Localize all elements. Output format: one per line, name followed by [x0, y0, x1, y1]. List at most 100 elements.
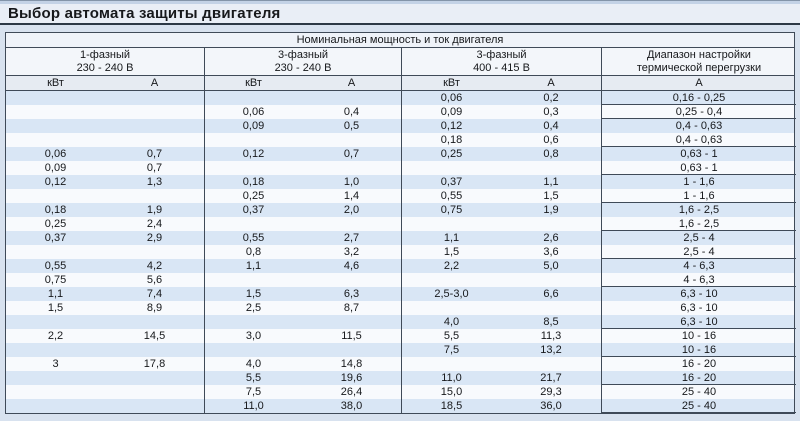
value-cell: 0,55 — [401, 189, 501, 203]
value-cell: 8,7 — [343, 302, 360, 314]
value-cell: 8,5 — [543, 316, 559, 328]
value-cell — [105, 371, 204, 385]
value-cell: 0,25 — [44, 218, 67, 230]
value-cell: 1,4 — [343, 190, 360, 202]
value-cell: 0,37 — [204, 203, 302, 217]
value-cell: 1,9 — [146, 204, 163, 216]
value-cell: 29,3 — [540, 386, 562, 398]
subheader-cell: кВт — [204, 76, 302, 90]
table-row: 4,0 8,5 6,3 - 10 — [6, 315, 794, 329]
value-cell: 0,25 — [401, 147, 501, 161]
group-header-line1: 1-фазный — [80, 49, 130, 61]
table-row: 11,0 38,0 18,5 36,0 25 - 40 — [6, 399, 794, 413]
value-cell: 0,55 — [204, 231, 302, 245]
value-cell — [501, 273, 601, 287]
value-cell: 6,3 — [343, 288, 360, 300]
overload-range-cell: 2,5 - 4 — [601, 231, 796, 245]
value-cell: 7,5 — [204, 385, 302, 399]
value-cell: 5,6 — [146, 274, 163, 286]
value-cell: 2,7 — [343, 232, 360, 244]
value-cell — [6, 189, 105, 203]
table-row: 1,1 7,4 1,5 6,3 2,5-3,0 6,6 6,3 - 10 — [6, 287, 794, 301]
value-cell — [6, 343, 105, 357]
top-accent-bar — [0, 0, 800, 4]
value-cell: 0,8 — [204, 245, 302, 259]
value-cell — [204, 133, 302, 147]
value-cell: 0,7 — [146, 148, 163, 160]
overload-range-cell: 4 - 6,3 — [601, 273, 796, 287]
overload-range-cell: 0,63 - 1 — [601, 147, 796, 161]
value-cell: 19,6 — [340, 372, 363, 384]
value-cell: 5,5 — [401, 329, 501, 343]
table-row: 0,75 5,6 4 - 6,3 — [6, 273, 794, 287]
value-cell — [6, 385, 105, 399]
value-cell — [501, 217, 601, 231]
table-row: 0,25 2,4 1,6 - 2,5 — [6, 217, 794, 231]
subheader-cell: А — [547, 77, 555, 89]
value-cell — [6, 245, 105, 259]
value-cell: 0,09 — [204, 119, 302, 133]
value-cell — [204, 273, 302, 287]
overload-range-cell: 16 - 20 — [601, 357, 796, 371]
table-row: 0,06 0,4 0,09 0,3 0,25 - 0,4 — [6, 105, 794, 119]
value-cell — [105, 91, 204, 105]
value-cell: 11,3 — [540, 330, 562, 342]
value-cell: 0,6 — [543, 134, 559, 146]
table-row: 0,09 0,5 0,12 0,4 0,4 - 0,63 — [6, 119, 794, 133]
value-cell: 3,0 — [204, 329, 302, 343]
table-row: 0,06 0,7 0,12 0,7 0,25 0,8 0,63 - 1 — [6, 147, 794, 161]
value-cell: 4,0 — [204, 357, 302, 371]
value-cell: 5,0 — [543, 260, 559, 272]
value-cell — [6, 119, 105, 133]
value-cell — [302, 315, 401, 329]
value-cell: 1,5 — [47, 302, 64, 314]
value-cell: 0,06 — [204, 105, 302, 119]
value-cell: 0,55 — [44, 260, 67, 272]
value-cell — [6, 91, 105, 105]
value-cell: 11,0 — [401, 371, 501, 385]
value-cell — [105, 133, 204, 147]
value-cell: 1,1 — [204, 259, 302, 273]
value-cell: 2,5 — [204, 301, 302, 315]
value-cell: 0,75 — [401, 203, 501, 217]
table-row: 2,2 14,5 3,0 11,5 5,5 11,3 10 - 16 — [6, 329, 794, 343]
value-cell — [105, 315, 204, 329]
value-cell — [302, 273, 401, 287]
value-cell: 36,0 — [540, 400, 562, 412]
value-cell: 0,06 — [401, 91, 501, 105]
value-cell: 0,18 — [44, 204, 67, 216]
value-cell — [6, 133, 105, 147]
table-group-header-row: 1-фазный 230 - 240 В 3-фазный 230 - 240 В 3-… — [6, 48, 794, 76]
group-header-line1: Диапазон настройки — [647, 49, 751, 61]
value-cell: 2,2 — [401, 259, 501, 273]
value-cell — [105, 385, 204, 399]
value-cell: 0,18 — [401, 133, 501, 147]
value-cell — [6, 371, 105, 385]
value-cell — [105, 343, 204, 357]
value-cell: 26,4 — [340, 386, 363, 398]
value-cell — [105, 399, 204, 413]
value-cell: 0,25 — [204, 189, 302, 203]
table-row: 0,18 0,6 0,4 - 0,63 — [6, 133, 794, 147]
value-cell — [105, 245, 204, 259]
value-cell: 2,6 — [543, 232, 559, 244]
value-cell: 14,5 — [143, 330, 166, 342]
value-cell — [105, 119, 204, 133]
value-cell — [204, 161, 302, 175]
value-cell: 2,4 — [146, 218, 163, 230]
group-header-cell: 3-фазный 230 - 240 В — [204, 48, 401, 75]
value-cell — [501, 357, 601, 371]
value-cell: 0,06 — [44, 148, 67, 160]
value-cell: 1,0 — [343, 176, 360, 188]
value-cell: 4,2 — [146, 260, 163, 272]
value-cell: 7,5 — [401, 343, 501, 357]
overload-range-cell: 16 - 20 — [601, 371, 796, 385]
value-cell — [501, 301, 601, 315]
table-row: 0,25 1,4 0,55 1,5 1 - 1,6 — [6, 189, 794, 203]
group-header-cell: 1-фазный 230 - 240 В — [6, 48, 204, 75]
value-cell: 0,2 — [543, 92, 559, 104]
overload-range-cell: 1 - 1,6 — [601, 189, 796, 203]
value-cell: 1,5 — [401, 245, 501, 259]
